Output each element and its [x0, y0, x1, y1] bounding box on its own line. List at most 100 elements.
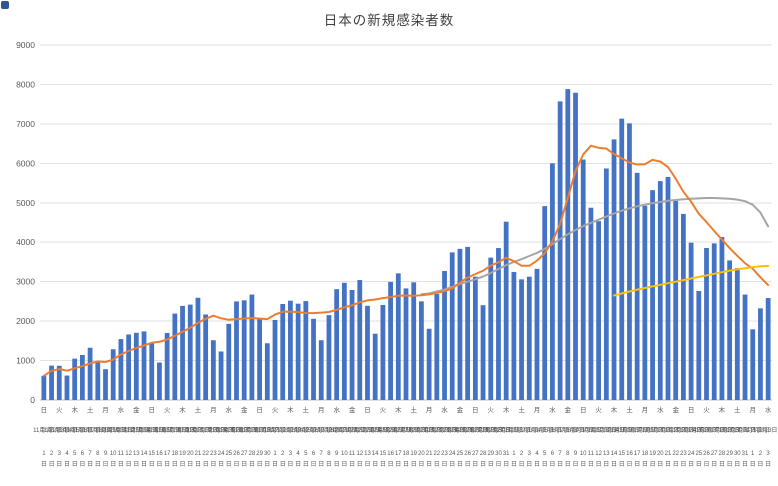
x-dow-label: 金: [672, 405, 679, 414]
x-day-suffix: 日: [488, 461, 494, 468]
x-dow-label: 日: [688, 406, 695, 414]
yellow-line: [613, 264, 770, 297]
x-date-label: 1月18日: [634, 427, 656, 434]
y-tick-label: 4000: [16, 237, 35, 247]
x-day-suffix: 日: [519, 461, 525, 468]
x-dow-label: 水: [333, 405, 340, 414]
x-dow-label: 月: [642, 406, 649, 414]
chart-title: 日本の新規感染者数: [323, 13, 455, 28]
x-dow-label: 火: [56, 407, 63, 414]
x-date-label: 12月25日: [447, 427, 472, 434]
bar: [434, 293, 440, 400]
x-day-number: 6: [81, 451, 85, 457]
x-date-label: 1月4日: [528, 427, 547, 434]
bar: [234, 301, 239, 400]
bar: [203, 314, 209, 400]
x-date-label: 11月21日: [186, 427, 211, 434]
x-day-suffix: 日: [218, 461, 224, 468]
x-dow-label: 月: [102, 406, 109, 414]
x-date-label: 12月5日: [295, 427, 317, 434]
x-date-label: 1月23日: [672, 427, 694, 434]
x-date-label: 12月4日: [287, 427, 309, 434]
x-day-number: 4: [296, 451, 300, 457]
x-date-label: 1月11日: [580, 427, 602, 434]
x-day-suffix: 日: [642, 461, 648, 468]
x-day-number: 21: [195, 451, 202, 457]
x-day-number: 10: [580, 451, 587, 457]
x-day-suffix: 日: [110, 461, 116, 468]
x-day-suffix: 日: [357, 461, 363, 468]
x-day-number: 26: [703, 451, 710, 457]
bar: [511, 271, 517, 400]
bar: [449, 252, 455, 400]
bar: [542, 206, 548, 400]
x-day-number: 29: [256, 451, 263, 457]
x-day-number: 31: [503, 451, 510, 457]
x-dow-label: 木: [287, 405, 294, 414]
bar: [419, 301, 424, 400]
x-day-number: 28: [249, 451, 256, 457]
x-day-number: 5: [543, 451, 547, 457]
gray-line: [420, 197, 770, 296]
x-date-label: 12月30日: [486, 427, 511, 434]
x-date-label: 1月3日: [520, 427, 539, 434]
bar: [365, 305, 370, 400]
x-dow-label: 日: [256, 406, 263, 414]
x-day-suffix: 日: [133, 461, 139, 468]
x-day-number: 1: [273, 451, 277, 457]
bar: [627, 123, 632, 400]
bar: [696, 290, 702, 400]
bar: [288, 300, 293, 400]
bar: [103, 369, 108, 400]
bar: [56, 365, 62, 400]
x-dow-label: 水: [441, 405, 448, 414]
x-day-suffix: 日: [680, 461, 686, 468]
x-day-suffix: 日: [295, 461, 301, 468]
x-day-suffix: 日: [79, 461, 85, 468]
x-day-suffix: 日: [626, 461, 632, 468]
x-date-label: 2月1日: [743, 427, 762, 434]
bar: [372, 333, 378, 400]
bar: [187, 304, 193, 400]
x-day-suffix: 日: [210, 461, 216, 468]
y-tick-label: 7000: [16, 119, 35, 129]
bar: [765, 298, 771, 400]
x-date-label: 1月29日: [719, 427, 741, 434]
x-day-suffix: 日: [203, 461, 209, 468]
x-day-number: 8: [566, 451, 570, 457]
y-tick-label: 1000: [16, 356, 35, 366]
bar: [734, 268, 740, 400]
x-day-number: 23: [210, 451, 217, 457]
x-day-number: 27: [711, 451, 718, 457]
x-day-number: 31: [742, 451, 749, 457]
x-dow-label: 月: [426, 406, 433, 414]
x-day-suffix: 日: [418, 461, 424, 468]
x-day-number: 18: [403, 451, 410, 457]
bar: [180, 305, 185, 400]
x-day-suffix: 日: [87, 461, 93, 468]
bar: [195, 297, 201, 400]
x-dow-label: 金: [133, 405, 140, 414]
x-date-label: 1月27日: [703, 427, 725, 434]
x-day-suffix: 日: [287, 461, 293, 468]
x-dow-label: 日: [472, 406, 479, 414]
corner-artifact: [1, 1, 9, 9]
x-day-suffix: 日: [241, 461, 247, 468]
x-date-label: 12月2日: [272, 427, 294, 434]
x-day-suffix: 日: [102, 461, 108, 468]
x-date-label: 1月14日: [603, 427, 625, 434]
x-dow-label: 日: [580, 406, 587, 414]
x-date-label: 1月2日: [512, 427, 531, 434]
x-day-suffix: 日: [580, 461, 586, 468]
x-day-suffix: 日: [303, 461, 309, 468]
x-date-label: 1月28日: [711, 427, 733, 434]
x-date-label: 12月26日: [455, 427, 480, 434]
x-date-label: 12月17日: [386, 427, 411, 434]
x-date-label: 1月26日: [695, 427, 717, 434]
bar: [634, 172, 640, 400]
x-dow-label: 火: [380, 407, 387, 414]
x-date-label: 11月10日: [101, 427, 126, 434]
bar: [264, 343, 270, 400]
